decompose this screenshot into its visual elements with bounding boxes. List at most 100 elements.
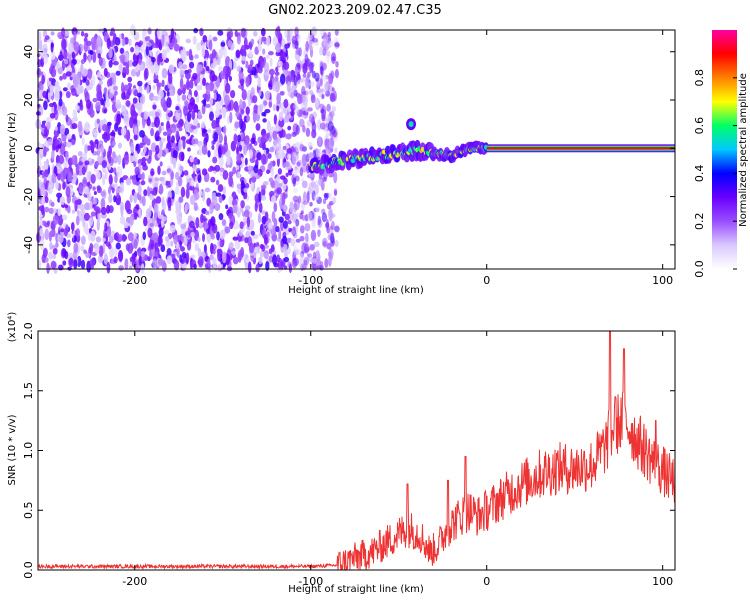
heatmap-cell — [300, 77, 305, 83]
heatmap-cell — [333, 171, 338, 184]
heatmap-cell — [240, 133, 245, 141]
heatmap-cell — [131, 260, 137, 268]
heatmap-cell — [198, 189, 203, 197]
heatmap-cell — [290, 238, 296, 247]
heatmap-cell — [160, 137, 166, 143]
heatmap-cell — [184, 100, 189, 106]
heatmap-cell — [108, 60, 113, 68]
heatmap-cell — [96, 35, 102, 46]
heatmap-cell — [62, 181, 66, 190]
heatmap-cell — [238, 71, 244, 80]
heatmap-cell — [304, 103, 308, 114]
x-tick-label: -100 — [298, 274, 323, 287]
heatmap-cell — [133, 192, 138, 204]
heatmap-cell — [77, 120, 83, 133]
heatmap-cell — [249, 149, 254, 159]
heatmap-cell — [202, 93, 208, 99]
heatmap-cell — [113, 85, 118, 91]
heatmap-cell — [174, 171, 180, 181]
heatmap-cell — [201, 168, 208, 176]
heatmap-cell — [241, 55, 247, 62]
heatmap-cell — [48, 77, 54, 82]
heatmap-cell — [98, 254, 104, 264]
heatmap-cell — [282, 235, 288, 244]
heatmap-cell — [270, 244, 275, 253]
heatmap-cell — [36, 53, 41, 58]
heatmap-cell — [152, 186, 158, 196]
heatmap-cell — [121, 91, 126, 100]
heatmap-cell — [192, 117, 199, 126]
heatmap-cell — [71, 178, 77, 185]
heatmap-cell — [268, 100, 273, 108]
heatmap-cell — [206, 228, 210, 235]
heatmap-cell — [247, 261, 252, 274]
heatmap-cell — [134, 66, 139, 73]
heatmap-cell — [283, 161, 290, 167]
heatmap-cell — [67, 239, 71, 248]
heatmap-cell — [105, 100, 110, 108]
heatmap-cell — [258, 89, 262, 97]
heatmap-cell — [330, 213, 336, 218]
heatmap-cell — [217, 184, 224, 193]
heatmap-cell — [278, 111, 284, 122]
colorbar-gradient — [712, 30, 737, 269]
heatmap-cell — [286, 147, 293, 154]
heatmap-cell — [155, 242, 159, 249]
heatmap-cell — [307, 141, 313, 149]
heatmap-cell — [108, 47, 113, 59]
heatmap-cell — [135, 102, 142, 111]
heatmap-cell — [113, 233, 118, 241]
heatmap-cell — [229, 111, 233, 124]
heatmap-cell — [260, 27, 266, 37]
heatmap-cell — [124, 258, 129, 270]
heatmap-cell — [52, 247, 58, 255]
heatmap-cell — [310, 129, 317, 139]
heatmap-cell — [290, 230, 296, 235]
heatmap-cell — [142, 28, 147, 40]
heatmap-cell — [240, 44, 247, 56]
heatmap-cell — [263, 100, 268, 106]
heatmap-cell — [185, 252, 190, 265]
heatmap-cell — [261, 112, 266, 117]
heatmap-cell — [196, 84, 203, 91]
heatmap-cell — [321, 93, 325, 100]
heatmap-cell — [218, 213, 224, 221]
figure-title: GN02.2023.209.02.47.C35 — [268, 3, 442, 18]
heatmap-cell — [73, 31, 77, 41]
heatmap-cell — [171, 141, 176, 148]
heatmap-cell — [239, 98, 243, 109]
snr-series-line — [37, 330, 676, 572]
heatmap-cell — [58, 108, 63, 115]
heatmap-cell — [319, 122, 326, 130]
heatmap-cell — [258, 256, 263, 265]
heatmap-cell — [270, 165, 275, 178]
heatmap-cell — [209, 70, 216, 83]
heatmap-cell — [258, 202, 263, 214]
heatmap-cell — [232, 236, 239, 241]
heatmap-cell — [92, 186, 96, 191]
heatmap-cell — [193, 202, 198, 212]
heatmap-cell — [129, 215, 134, 226]
heatmap-cell — [161, 49, 167, 61]
heatmap-cell — [154, 66, 159, 76]
heatmap-cell — [312, 38, 319, 43]
heatmap-cell — [215, 102, 222, 112]
heatmap-cell — [90, 141, 97, 149]
heatmap-cell — [219, 167, 225, 172]
heatmap-cell — [246, 114, 251, 122]
heatmap-cell — [88, 53, 92, 64]
heatmap-cell — [64, 204, 69, 209]
heatmap-cell — [306, 89, 310, 97]
heatmap-cell — [274, 75, 279, 82]
heatmap-cell — [151, 56, 156, 63]
heatmap-cell — [334, 29, 339, 36]
heatmap-cell — [301, 214, 306, 221]
heatmap-cell — [121, 38, 126, 47]
heatmap-cell — [115, 242, 121, 250]
heatmap-cell — [303, 243, 310, 254]
heatmap-cell — [330, 70, 335, 80]
heatmap-cell — [192, 72, 198, 80]
heatmap-cell — [274, 71, 280, 76]
heatmap-cell — [84, 222, 89, 233]
heatmap-cell — [242, 145, 248, 156]
